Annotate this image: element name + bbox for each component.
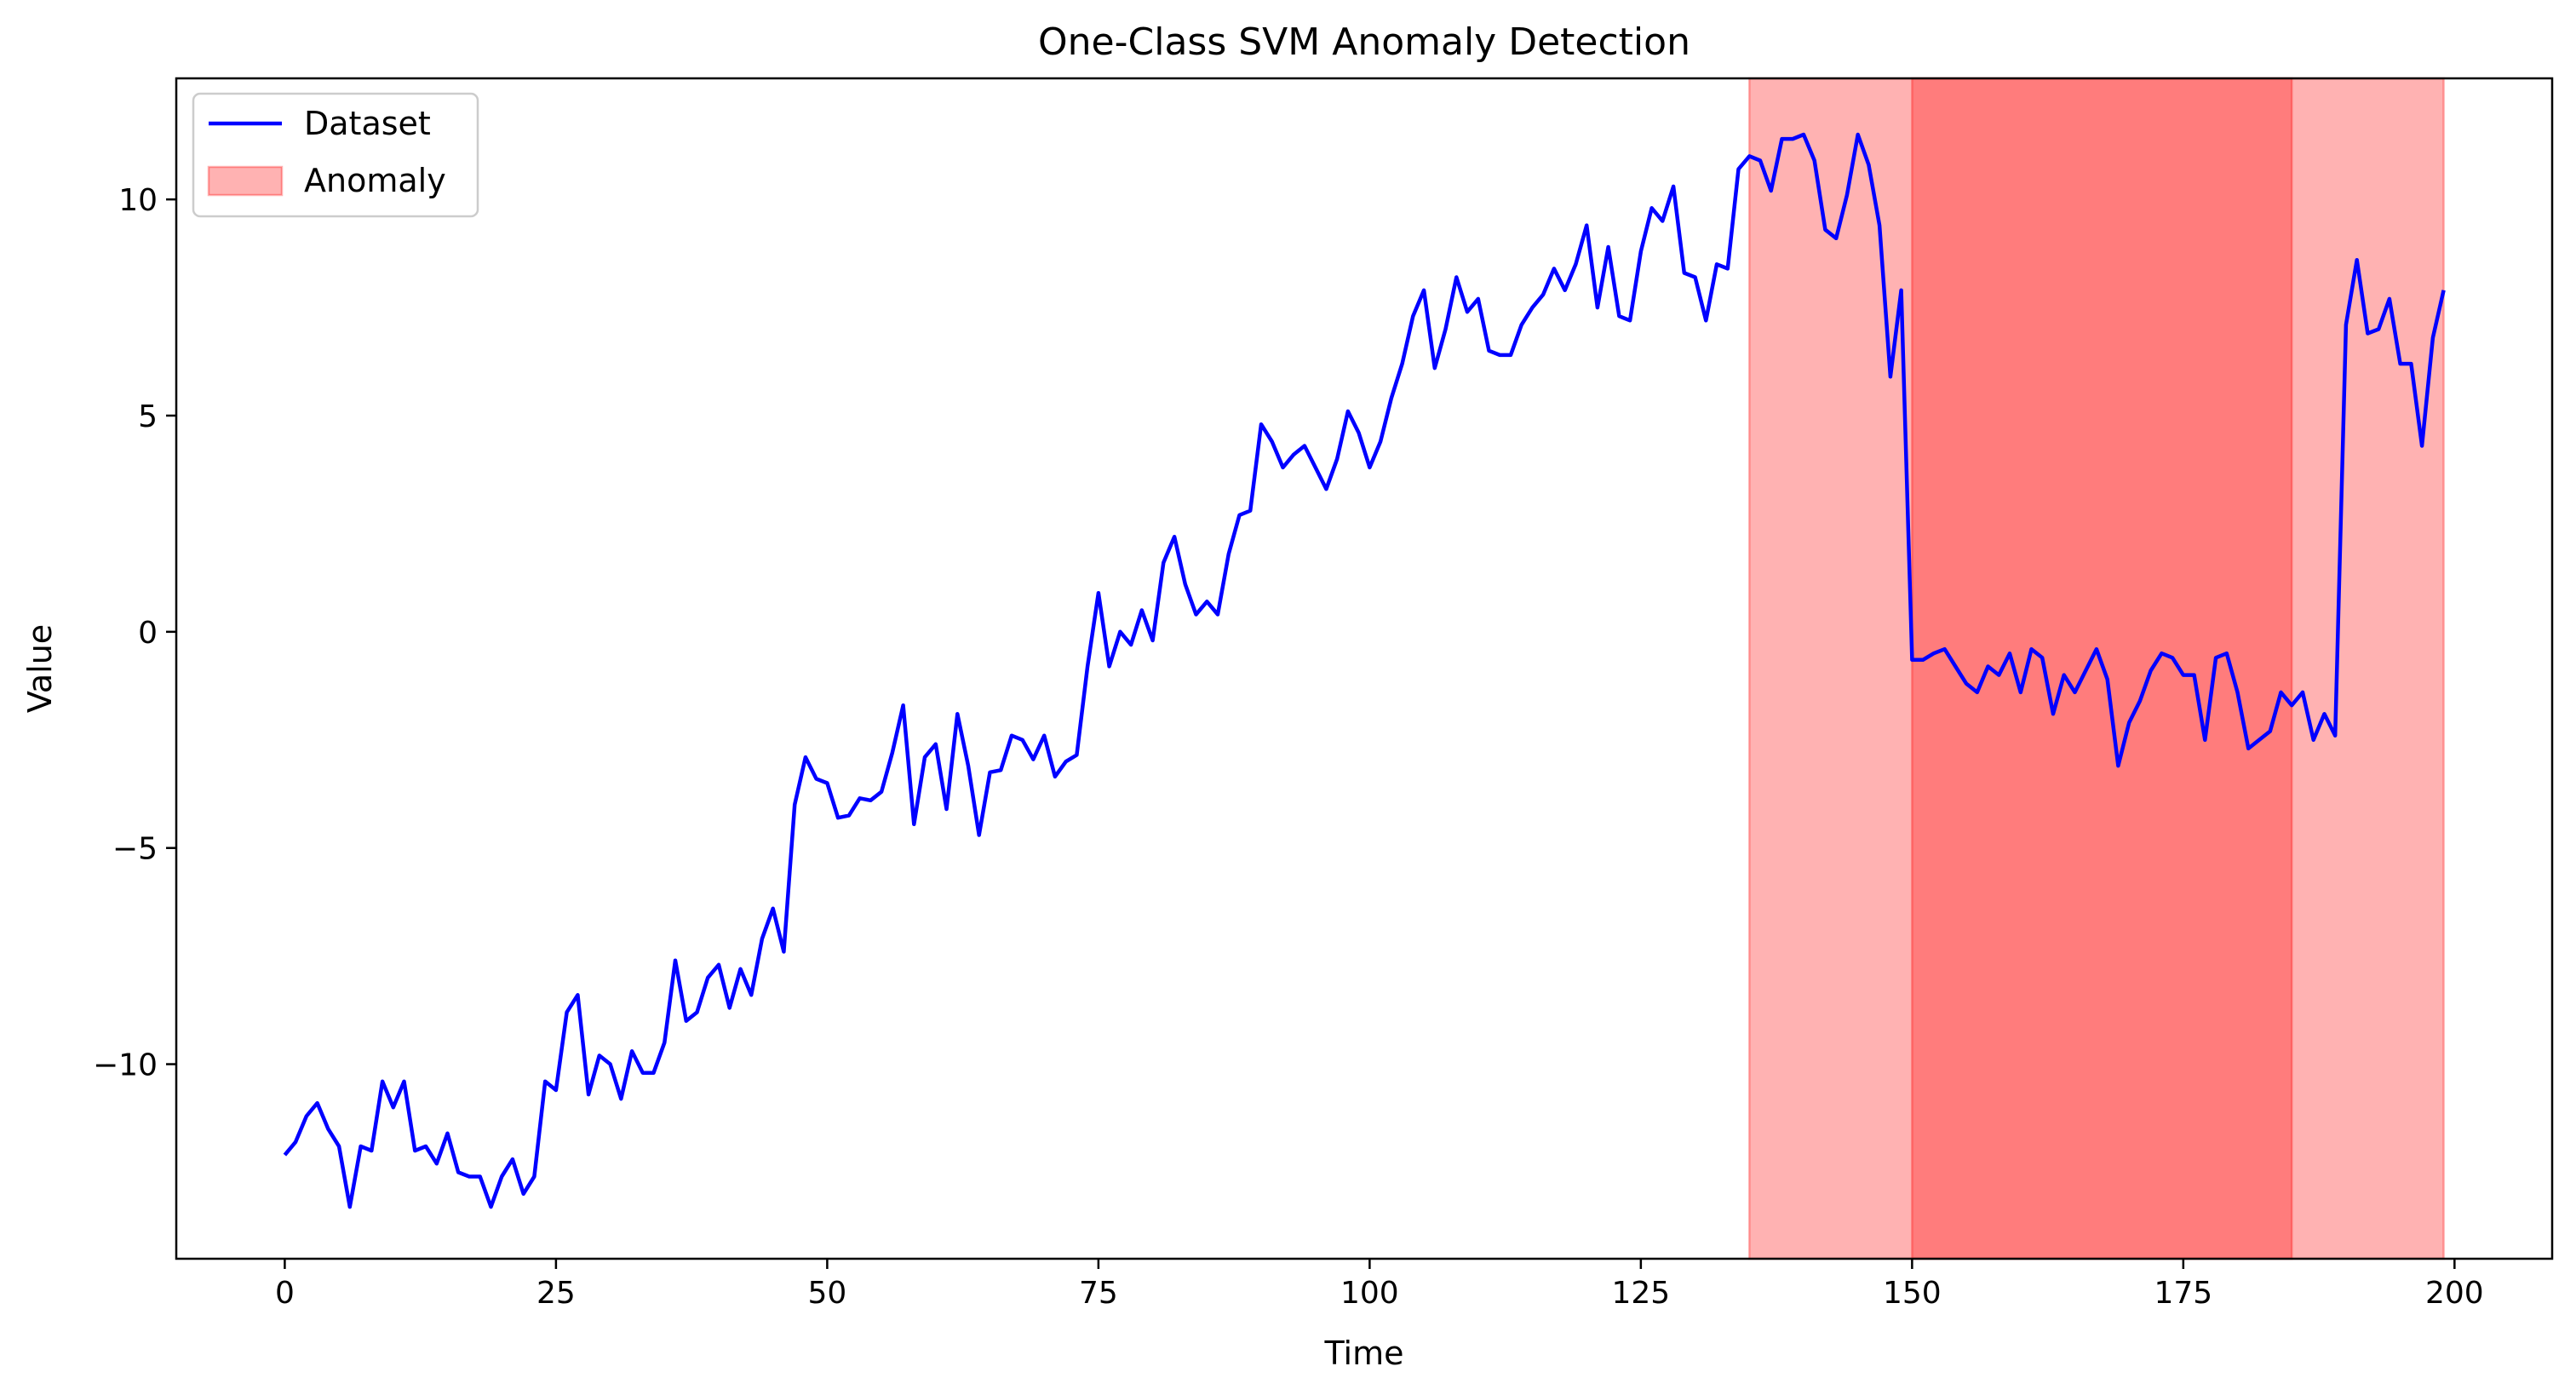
y-tick-label: 10 [118,183,158,218]
legend-label-dataset: Dataset [304,105,431,142]
x-tick-label: 25 [536,1276,576,1311]
x-tick-label: 50 [807,1276,846,1311]
x-tick-label: 150 [1883,1276,1942,1311]
x-axis: 0 25 50 75 100 125 150 175 200 [275,1259,2484,1311]
chart-title: One-Class SVM Anomaly Detection [1038,20,1690,64]
y-axis-label: Value [21,624,59,713]
x-tick-label: 0 [275,1276,295,1311]
legend-label-anomaly: Anomaly [304,162,446,199]
y-tick-label: 5 [138,399,158,434]
y-tick-label: −5 [112,832,158,867]
series-lines [283,132,2446,1209]
plot-background [176,78,2552,1259]
y-tick-label: −10 [93,1048,158,1083]
plot-frame [175,77,2554,1260]
series-line-dataset [283,132,2446,1209]
y-axis: −10 −5 0 5 10 [93,183,176,1083]
x-axis-label: Time [1324,1335,1404,1372]
x-tick-label: 125 [1612,1276,1671,1311]
x-tick-label: 75 [1079,1276,1118,1311]
legend: Dataset Anomaly [192,92,479,218]
plot-area [175,77,2554,1260]
anomaly-spans [1748,77,2445,1260]
legend-swatch-anomaly [207,165,284,197]
x-tick-label: 200 [2425,1276,2484,1311]
x-tick-label: 175 [2154,1276,2212,1311]
y-tick-label: 0 [138,616,158,651]
anomaly-span [1748,77,2293,1260]
x-tick-label: 100 [1340,1276,1399,1311]
